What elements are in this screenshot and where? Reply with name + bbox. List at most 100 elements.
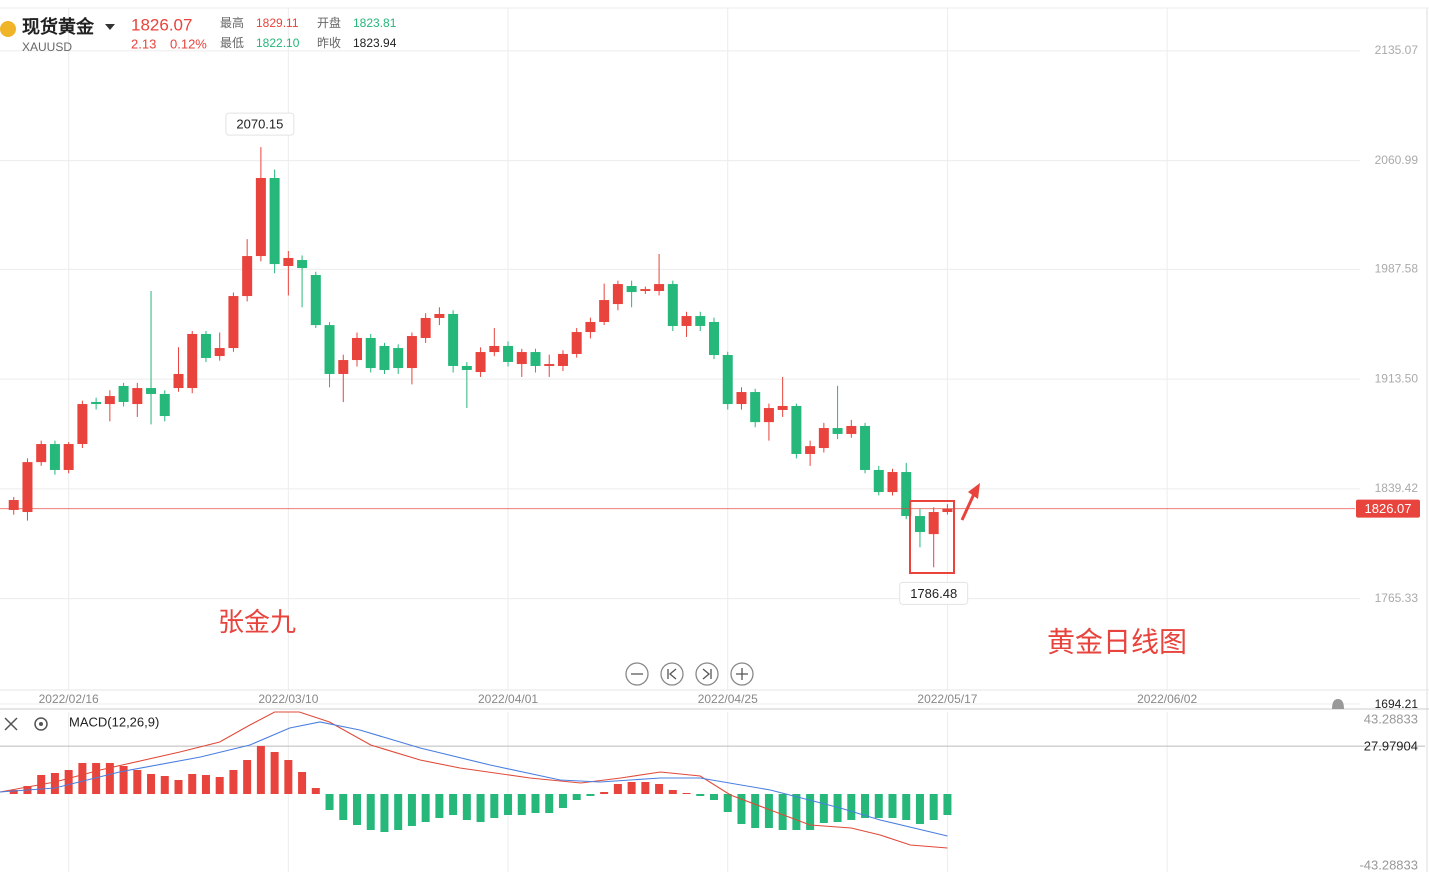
candle-body: [36, 444, 47, 463]
candle-body: [379, 345, 390, 370]
candle-body: [338, 360, 349, 374]
macd-bar: [833, 793, 842, 822]
candle-body: [352, 337, 362, 361]
x-tick-label: 2022/04/01: [478, 692, 538, 706]
settings-icon[interactable]: [34, 717, 48, 731]
arrow: [960, 493, 976, 521]
candle-body: [557, 353, 568, 366]
candle-body: [901, 472, 912, 517]
candle-body: [406, 336, 417, 369]
candle-body: [420, 317, 431, 338]
dropdown-icon[interactable]: [105, 24, 115, 30]
macd-bar: [723, 793, 732, 812]
candle-body: [914, 516, 925, 533]
stat-label: 开盘: [317, 15, 341, 30]
macd-bar: [284, 760, 293, 794]
candle-body: [763, 408, 774, 423]
macd-bar: [435, 793, 444, 818]
candle-body: [599, 300, 610, 322]
button-icons: [631, 668, 748, 680]
x-tick-label: 2022/06/02: [1137, 692, 1197, 706]
macd-bar: [531, 793, 540, 814]
candle-body: [791, 405, 802, 454]
macd-bar: [861, 793, 870, 818]
candle-body: [242, 256, 253, 297]
candle-body: [22, 462, 33, 513]
macd-bar: [600, 791, 609, 794]
callout-box: [899, 581, 969, 605]
macd-bar: [421, 793, 430, 822]
candle-body: [63, 444, 74, 470]
candle-body: [832, 428, 843, 434]
macd-bar: [792, 793, 801, 830]
macd-bar: [380, 793, 389, 833]
macd-bar: [407, 793, 416, 826]
next-button[interactable]: [695, 662, 719, 686]
candle-body: [173, 373, 184, 389]
macd-bar: [737, 793, 746, 824]
stat-label: 最低: [220, 36, 244, 50]
macd-bar: [64, 770, 73, 794]
macd-line: [0, 711, 948, 849]
macd-bar: [78, 762, 87, 794]
candle-body: [77, 404, 88, 445]
candle-body: [310, 275, 321, 326]
macd-bar: [256, 745, 265, 794]
candle-body: [283, 257, 294, 266]
macd-bar: [490, 793, 499, 818]
candle-body: [118, 385, 129, 402]
macd-bar: [682, 792, 691, 794]
stat-label: 昨收: [317, 36, 341, 50]
prev-button[interactable]: [660, 662, 684, 686]
candle-body: [585, 321, 596, 333]
y-tick-label: 1913.50: [1375, 371, 1419, 385]
candle-body: [640, 289, 651, 292]
candle-body: [736, 392, 747, 405]
y-tick-label: 1839.42: [1375, 481, 1419, 495]
stat-value: 1822.10: [256, 36, 300, 50]
candle-body: [434, 313, 445, 318]
macd-bar: [462, 793, 471, 820]
macd-bar: [874, 793, 883, 818]
macd-bar: [339, 793, 348, 820]
macd-bar: [696, 793, 705, 796]
macd-bar: [243, 760, 252, 794]
candle-body: [695, 316, 706, 326]
macd-bar: [325, 793, 334, 810]
candle-body: [654, 284, 665, 292]
candle-body: [777, 405, 788, 410]
callout-box: [225, 112, 295, 136]
indicator-title: MACD(12,26,9): [69, 714, 159, 729]
macd-bar: [270, 751, 279, 794]
macd-bar: [147, 774, 156, 794]
macd-bar: [160, 776, 169, 794]
macd-bar: [9, 790, 18, 794]
candle-body: [475, 352, 486, 373]
settings-icon-dot: [39, 722, 43, 726]
close-icon[interactable]: [4, 717, 18, 731]
candle-body: [393, 348, 404, 369]
candle-body: [324, 325, 335, 374]
candle-body: [516, 352, 527, 365]
y-tick-label: 1987.58: [1375, 262, 1419, 276]
candle-body: [928, 512, 939, 535]
candle-body: [818, 428, 829, 449]
candle-body: [228, 296, 239, 349]
alert-icon[interactable]: [1332, 699, 1344, 709]
arrow-head: [968, 483, 980, 499]
candle-body: [187, 333, 198, 389]
macd-bar: [188, 774, 197, 794]
watermark-text: 张金九: [218, 607, 296, 637]
macd-bar: [847, 793, 856, 820]
price: 1826.07: [131, 15, 192, 34]
candle-body: [709, 321, 719, 356]
macd-bar: [751, 793, 760, 828]
change: 2.13: [131, 36, 156, 51]
y-tick-label: 1694.21: [1375, 697, 1419, 711]
chart-label: 黄金日线图: [1047, 626, 1187, 657]
change-pct: 0.12%: [170, 36, 207, 51]
candle-body: [461, 365, 472, 370]
candle-body: [805, 446, 816, 454]
candle-body: [681, 316, 692, 326]
